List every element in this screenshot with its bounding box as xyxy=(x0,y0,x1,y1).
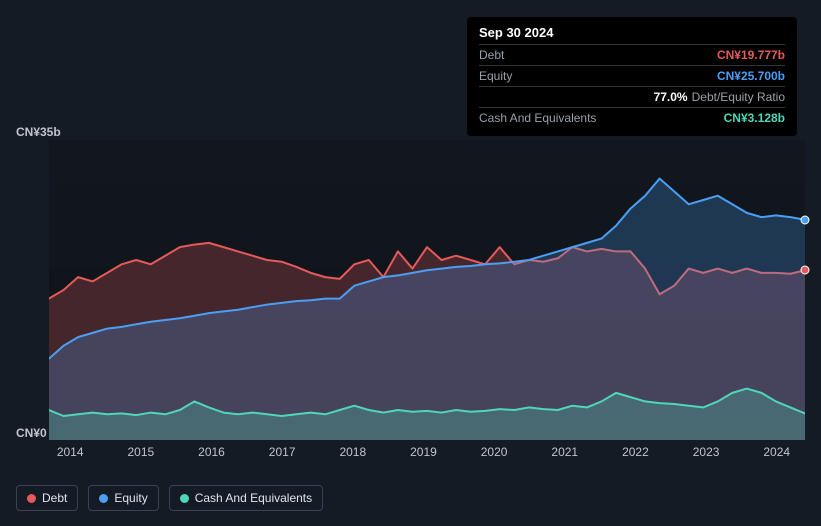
x-axis-labels: 2014 2015 2016 2017 2018 2019 2020 2021 2022 2023… xyxy=(49,445,805,465)
debt-end-dot-icon xyxy=(801,266,810,275)
chart-legend: Debt Equity Cash And Equivalents xyxy=(16,485,323,511)
y-axis-max-label: CN¥35b xyxy=(16,125,61,139)
x-axis-tick-label: 2023 xyxy=(693,445,720,459)
legend-item-debt[interactable]: Debt xyxy=(16,485,78,511)
x-axis-tick-label: 2021 xyxy=(551,445,578,459)
x-axis-tick-label: 2016 xyxy=(198,445,225,459)
equity-end-dot-icon xyxy=(801,215,810,224)
y-axis-min-label: CN¥0 xyxy=(16,426,47,440)
legend-dot-icon xyxy=(180,494,189,503)
legend-label: Debt xyxy=(42,491,67,505)
x-axis-tick-label: 2024 xyxy=(763,445,790,459)
x-axis-tick-label: 2018 xyxy=(339,445,366,459)
tooltip-row: 77.0% Debt/Equity Ratio xyxy=(479,86,785,107)
tooltip-row-label: Equity xyxy=(479,69,717,83)
legend-dot-icon xyxy=(27,494,36,503)
tooltip-row: EquityCN¥25.700b xyxy=(479,65,785,86)
tooltip-row: DebtCN¥19.777b xyxy=(479,44,785,65)
legend-item-equity[interactable]: Equity xyxy=(88,485,158,511)
chart-svg xyxy=(49,140,805,440)
x-axis-tick-label: 2014 xyxy=(57,445,84,459)
legend-item-cash[interactable]: Cash And Equivalents xyxy=(169,485,323,511)
tooltip-row: Cash And EquivalentsCN¥3.128b xyxy=(479,107,785,128)
legend-label: Cash And Equivalents xyxy=(195,491,312,505)
x-axis-tick-label: 2017 xyxy=(269,445,296,459)
x-axis-tick-label: 2022 xyxy=(622,445,649,459)
tooltip-row-label xyxy=(479,90,654,104)
chart-plot-area xyxy=(49,140,805,440)
legend-label: Equity xyxy=(114,491,147,505)
tooltip-row-suffix: Debt/Equity Ratio xyxy=(692,90,785,104)
x-axis-tick-label: 2020 xyxy=(481,445,508,459)
tooltip-row-label: Debt xyxy=(479,48,717,62)
tooltip-date: Sep 30 2024 xyxy=(479,25,785,44)
x-axis-tick-label: 2015 xyxy=(127,445,154,459)
tooltip-row-value: CN¥3.128b xyxy=(724,111,785,125)
tooltip-row-value: CN¥25.700b xyxy=(717,69,785,83)
tooltip-row-label: Cash And Equivalents xyxy=(479,111,724,125)
tooltip-row-value: CN¥19.777b xyxy=(717,48,785,62)
legend-dot-icon xyxy=(99,494,108,503)
chart-tooltip: Sep 30 2024 DebtCN¥19.777bEquityCN¥25.70… xyxy=(467,17,797,136)
tooltip-row-value: 77.0% xyxy=(654,90,688,104)
x-axis-tick-label: 2019 xyxy=(410,445,437,459)
